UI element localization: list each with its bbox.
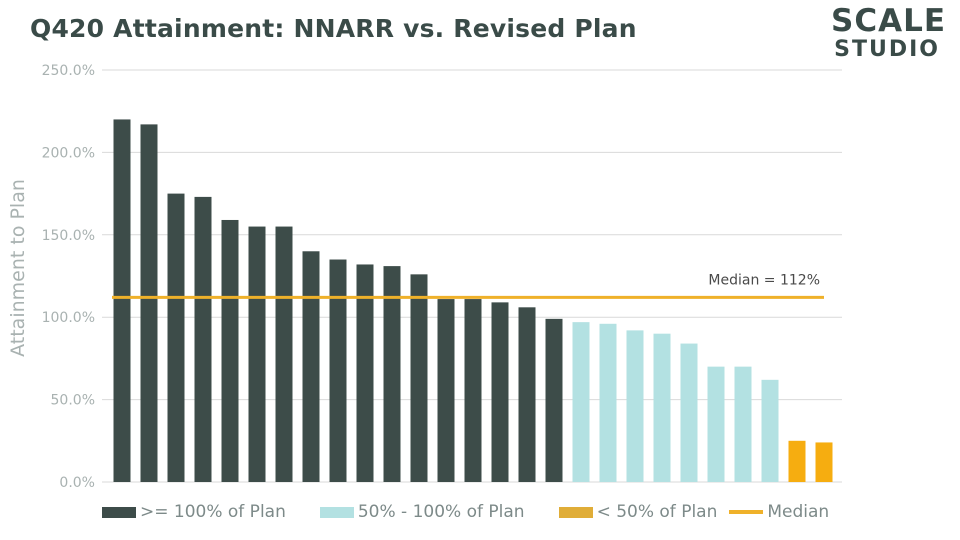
bar bbox=[167, 193, 185, 482]
scale-studio-logo: SCALE STUDIO bbox=[831, 4, 946, 62]
legend: >= 100% of Plan 50% - 100% of Plan < 50%… bbox=[102, 502, 863, 522]
legend-label-below: < 50% of Plan bbox=[596, 502, 718, 522]
legend-label-median: Median bbox=[767, 502, 830, 522]
legend-label-above: >= 100% of Plan bbox=[140, 502, 286, 522]
logo-line2: STUDIO bbox=[834, 37, 940, 62]
bar bbox=[275, 226, 293, 482]
y-tick-label: 250.0% bbox=[42, 63, 95, 79]
legend-item-below-plan: < 50% of Plan bbox=[558, 502, 718, 522]
bar bbox=[410, 274, 428, 482]
y-tick-label: 0.0% bbox=[59, 475, 95, 491]
y-tick-label: 200.0% bbox=[42, 145, 95, 161]
legend-item-mid-plan: 50% - 100% of Plan bbox=[319, 502, 525, 522]
legend-swatch-median bbox=[729, 510, 764, 514]
logo-line1: SCALE bbox=[831, 3, 946, 39]
attainment-bar-chart: 0.0% 50.0% 100.0% 150.0% 200.0% 250.0% Attain… bbox=[7, 63, 842, 491]
bar bbox=[464, 299, 482, 482]
bar bbox=[518, 307, 536, 482]
bar bbox=[194, 196, 212, 482]
y-tick-label: 100.0% bbox=[42, 310, 95, 326]
bar bbox=[680, 343, 698, 482]
legend-item-median: Median bbox=[729, 502, 829, 522]
bar bbox=[437, 299, 455, 482]
bar bbox=[599, 323, 617, 482]
y-axis-label: Attainment to Plan bbox=[7, 179, 29, 357]
y-axis-ticks: 0.0% 50.0% 100.0% 150.0% 200.0% 250.0% bbox=[42, 63, 95, 491]
legend-swatch-below bbox=[558, 506, 593, 518]
bar bbox=[248, 226, 266, 482]
bar bbox=[815, 442, 833, 482]
legend-swatch-mid bbox=[319, 506, 354, 518]
bar bbox=[329, 259, 347, 482]
bar bbox=[140, 124, 158, 482]
legend-item-above-plan: >= 100% of Plan bbox=[102, 502, 286, 522]
bar bbox=[356, 264, 374, 482]
bar bbox=[707, 366, 725, 482]
chart-title: Q420 Attainment: NNARR vs. Revised Plan bbox=[30, 14, 637, 43]
bar bbox=[788, 440, 806, 482]
bar bbox=[734, 366, 752, 482]
bar bbox=[491, 302, 509, 482]
legend-swatch-above bbox=[102, 506, 136, 518]
bar bbox=[761, 379, 779, 482]
bar bbox=[302, 251, 320, 482]
bars bbox=[113, 119, 833, 482]
bar bbox=[221, 219, 239, 482]
bar bbox=[383, 266, 401, 482]
legend-label-mid: 50% - 100% of Plan bbox=[357, 502, 525, 522]
bar bbox=[113, 119, 131, 482]
bar bbox=[653, 333, 671, 482]
bar bbox=[545, 318, 563, 482]
y-tick-label: 50.0% bbox=[51, 393, 95, 409]
y-tick-label: 150.0% bbox=[42, 228, 95, 244]
median-label: Median = 112% bbox=[708, 272, 820, 288]
bar bbox=[572, 322, 590, 482]
bar bbox=[626, 330, 644, 482]
